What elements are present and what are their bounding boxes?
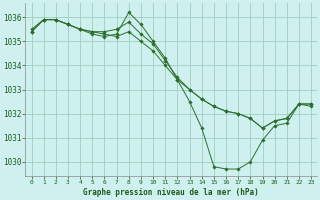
X-axis label: Graphe pression niveau de la mer (hPa): Graphe pression niveau de la mer (hPa) <box>84 188 259 197</box>
